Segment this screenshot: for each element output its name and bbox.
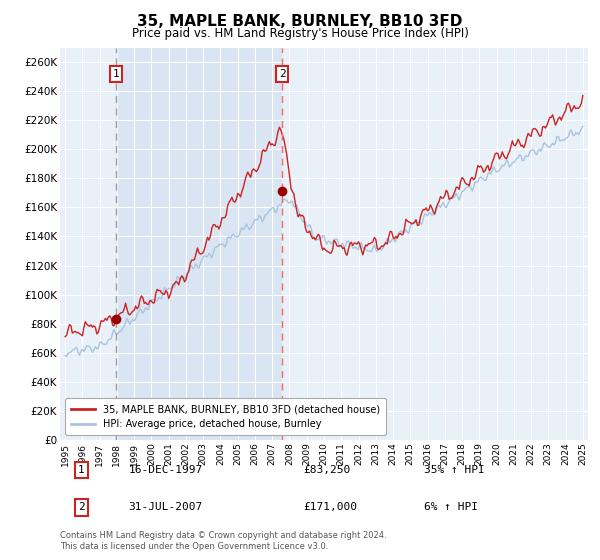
Text: 35, MAPLE BANK, BURNLEY, BB10 3FD: 35, MAPLE BANK, BURNLEY, BB10 3FD	[137, 14, 463, 29]
Text: 1: 1	[113, 69, 119, 79]
Text: 6% ↑ HPI: 6% ↑ HPI	[424, 502, 478, 512]
Text: Price paid vs. HM Land Registry's House Price Index (HPI): Price paid vs. HM Land Registry's House …	[131, 27, 469, 40]
Text: Contains HM Land Registry data © Crown copyright and database right 2024.: Contains HM Land Registry data © Crown c…	[60, 531, 386, 540]
Text: 35% ↑ HPI: 35% ↑ HPI	[424, 465, 485, 475]
Legend: 35, MAPLE BANK, BURNLEY, BB10 3FD (detached house), HPI: Average price, detached: 35, MAPLE BANK, BURNLEY, BB10 3FD (detac…	[65, 399, 386, 435]
Text: 2: 2	[279, 69, 286, 79]
Text: £83,250: £83,250	[303, 465, 350, 475]
Text: This data is licensed under the Open Government Licence v3.0.: This data is licensed under the Open Gov…	[60, 542, 328, 551]
Text: 2: 2	[78, 502, 85, 512]
Text: 31-JUL-2007: 31-JUL-2007	[128, 502, 203, 512]
Text: 16-DEC-1997: 16-DEC-1997	[128, 465, 203, 475]
Bar	[116, 48, 282, 440]
Text: £171,000: £171,000	[303, 502, 357, 512]
Text: 1: 1	[78, 465, 85, 475]
